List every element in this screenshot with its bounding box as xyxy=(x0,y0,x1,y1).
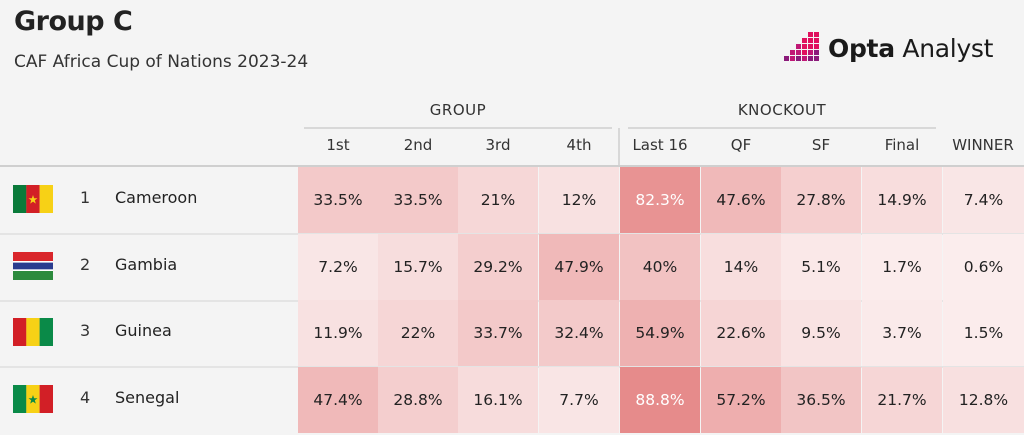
probability-cell: 22.6% xyxy=(701,300,781,366)
team-name: Gambia xyxy=(115,255,178,274)
probability-cell: 11.9% xyxy=(298,300,378,366)
probability-cell: 7.4% xyxy=(943,167,1024,233)
probability-cell: 27.8% xyxy=(781,167,861,233)
probability-cell: 12% xyxy=(539,167,619,233)
column-header-3rd: 3rd xyxy=(485,136,511,154)
opta-pixel-icon xyxy=(782,30,820,66)
team-rank: 2 xyxy=(80,255,91,274)
probability-cell: 47.4% xyxy=(298,367,378,433)
probability-cell: 82.3% xyxy=(620,167,700,233)
section-separator xyxy=(618,128,620,166)
probability-cell: 15.7% xyxy=(378,234,458,300)
probability-cell: 21% xyxy=(458,167,538,233)
probability-cell: 40% xyxy=(620,234,700,300)
probability-cell: 57.2% xyxy=(701,367,781,433)
column-header-4th: 4th xyxy=(566,136,592,154)
probability-cell: 22% xyxy=(378,300,458,366)
page-subtitle: CAF Africa Cup of Nations 2023-24 xyxy=(14,52,309,72)
probability-cell: 16.1% xyxy=(458,367,538,433)
header-divider xyxy=(0,165,1024,167)
probability-cell: 12.8% xyxy=(943,367,1024,433)
column-header-qf: QF xyxy=(730,136,752,154)
probability-cell: 33.5% xyxy=(298,167,378,233)
team-rank: 4 xyxy=(80,388,91,407)
group-underline xyxy=(304,127,612,129)
probability-cell: 3.7% xyxy=(862,300,942,366)
probability-cell: 21.7% xyxy=(862,367,942,433)
probability-cell: 9.5% xyxy=(781,300,861,366)
probability-cell: 5.1% xyxy=(781,234,861,300)
gambia-flag-icon xyxy=(13,252,53,280)
probability-cell: 1.5% xyxy=(943,300,1024,366)
senegal-flag-icon xyxy=(13,385,53,413)
team-rank: 3 xyxy=(80,321,91,340)
probability-cell: 33.5% xyxy=(378,167,458,233)
probability-cell: 54.9% xyxy=(620,300,700,366)
probability-cell: 14.9% xyxy=(862,167,942,233)
team-row: 1 Cameroon 33.5% 33.5% 21% 12% 82.3% 47.6% 27.8%… xyxy=(0,167,1024,233)
knockout-underline xyxy=(628,127,936,129)
page-title: Group C xyxy=(14,6,133,37)
probability-cell: 1.7% xyxy=(862,234,942,300)
probability-cell: 7.7% xyxy=(539,367,619,433)
knockout-header: KNOCKOUT xyxy=(737,101,827,119)
probability-cell: 14% xyxy=(701,234,781,300)
team-name: Guinea xyxy=(115,321,172,340)
column-header-1st: 1st xyxy=(326,136,350,154)
probability-cell: 0.6% xyxy=(943,234,1024,300)
probability-cell: 33.7% xyxy=(458,300,538,366)
team-row: 2 Gambia 7.2% 15.7% 29.2% 47.9% 40% 14% 5.1% 1.7%… xyxy=(0,234,1024,300)
probability-cell: 7.2% xyxy=(298,234,378,300)
column-header-2nd: 2nd xyxy=(403,136,433,154)
probability-cell: 88.8% xyxy=(620,367,700,433)
probability-cell: 47.9% xyxy=(539,234,619,300)
team-row: 4 Senegal 47.4% 28.8% 16.1% 7.7% 88.8% 57.2% 36.… xyxy=(0,367,1024,433)
opta-analyst-logo: Opta Analyst xyxy=(782,30,993,66)
column-header-last-16: Last 16 xyxy=(632,136,688,154)
probability-cell: 28.8% xyxy=(378,367,458,433)
column-header-winner: WINNER xyxy=(952,136,1014,154)
probability-cell: 32.4% xyxy=(539,300,619,366)
probability-cell: 47.6% xyxy=(701,167,781,233)
group-header: GROUP xyxy=(429,101,487,119)
column-header-sf: SF xyxy=(811,136,831,154)
probability-cell: 36.5% xyxy=(781,367,861,433)
team-row: 3 Guinea 11.9% 22% 33.7% 32.4% 54.9% 22.6% 9.5% 3… xyxy=(0,300,1024,366)
team-name: Senegal xyxy=(115,388,180,407)
column-header-final: Final xyxy=(884,136,920,154)
team-rank: 1 xyxy=(80,188,91,207)
cameroon-flag-icon xyxy=(13,185,53,213)
team-name: Cameroon xyxy=(115,188,198,207)
logo-text: Opta Analyst xyxy=(828,33,994,63)
guinea-flag-icon xyxy=(13,318,53,346)
probability-cell: 29.2% xyxy=(458,234,538,300)
